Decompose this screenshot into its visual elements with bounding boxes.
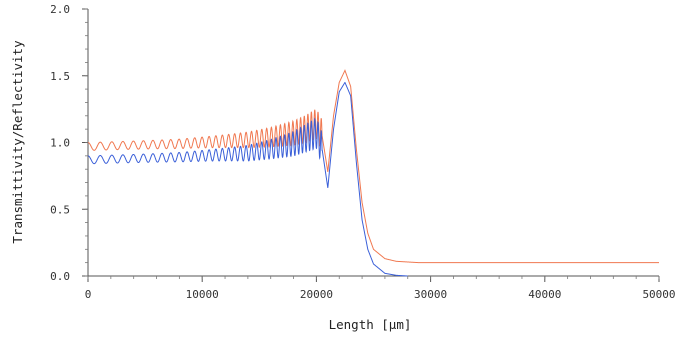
y-tick-label: 1.5 [50,70,70,83]
y-axis-label: Transmittivity/Reflectivity [10,40,25,244]
x-tick-label: 50000 [642,288,675,301]
y-tick-label: 2.0 [50,3,70,16]
x-axis-label: Length [µm] [329,317,412,332]
x-tick-label: 0 [85,288,92,301]
y-tick-label: 1.0 [50,137,70,150]
x-tick-label: 10000 [186,288,219,301]
x-tick-label: 30000 [414,288,447,301]
series-layer [87,69,659,277]
axes [87,9,659,277]
x-tick-label: 20000 [300,288,333,301]
series-line-2 [87,82,408,277]
y-tick-label: 0.5 [50,203,70,216]
x-tick-label: 40000 [528,288,561,301]
ticks-layer: 0.0 0.5 1.0 1.5 2.0 0 10000 20000 30000 40000 5000… [50,3,675,301]
y-tick-label: 0.0 [50,270,70,283]
series-line-1 [87,69,659,264]
